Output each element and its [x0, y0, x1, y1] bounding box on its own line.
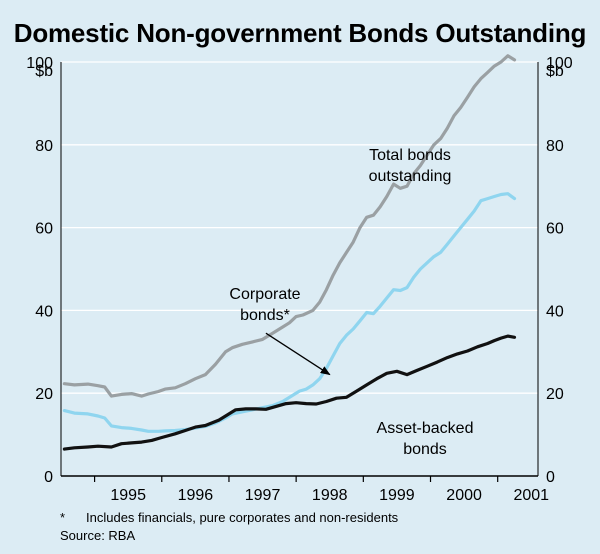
y-tick-label-right: 100	[546, 55, 573, 72]
y-tick-label-left: 40	[35, 303, 53, 320]
y-axis-label-right: $b	[546, 63, 564, 80]
label-corporate-bonds-line: bonds*	[240, 307, 290, 324]
footnote: * Includes financials, pure corporates an…	[60, 510, 398, 525]
series-line-total-bonds	[62, 54, 517, 398]
footnote-mark: *	[60, 510, 66, 525]
series-line-asset-backed-bonds	[62, 334, 517, 451]
label-total-bonds-line: Total bonds	[369, 147, 451, 164]
y-tick-label-right: 20	[546, 386, 564, 403]
source-note: Source: RBA	[60, 528, 136, 543]
x-tick-label: 1996	[178, 487, 214, 504]
y-tick-label-right: 60	[546, 221, 564, 238]
footnote-text: Includes financials, pure corporates and…	[86, 510, 399, 525]
y-tick-label-left: 20	[35, 386, 53, 403]
y-tick-label-right: 0	[546, 469, 555, 486]
y-axis-label-left: $b	[35, 63, 53, 80]
label-total-bonds-line: outstanding	[369, 168, 452, 185]
label-corporate-bonds-line: Corporate	[229, 286, 300, 303]
y-tick-label-left: 100	[26, 55, 53, 72]
x-tick-label: 1999	[379, 487, 415, 504]
chart-title: Domestic Non-government Bonds Outstandin…	[13, 18, 587, 48]
x-tick-label: 1995	[110, 487, 146, 504]
annotation-arrow	[265, 332, 331, 376]
y-tick-label-right: 80	[546, 138, 564, 155]
x-tick-label: 2000	[446, 487, 482, 504]
y-tick-label-right: 40	[546, 303, 564, 320]
plot-area	[61, 62, 538, 476]
y-tick-label-left: 60	[35, 221, 53, 238]
x-tick-label: 2001	[513, 487, 549, 504]
y-tick-label-left: 0	[44, 469, 53, 486]
x-tick-label: 1998	[312, 487, 348, 504]
x-tick-label: 1997	[245, 487, 281, 504]
label-asset-backed-bonds-line: Asset-backed	[377, 420, 474, 437]
y-tick-label-left: 80	[35, 138, 53, 155]
label-asset-backed-bonds-line: bonds	[403, 441, 447, 458]
